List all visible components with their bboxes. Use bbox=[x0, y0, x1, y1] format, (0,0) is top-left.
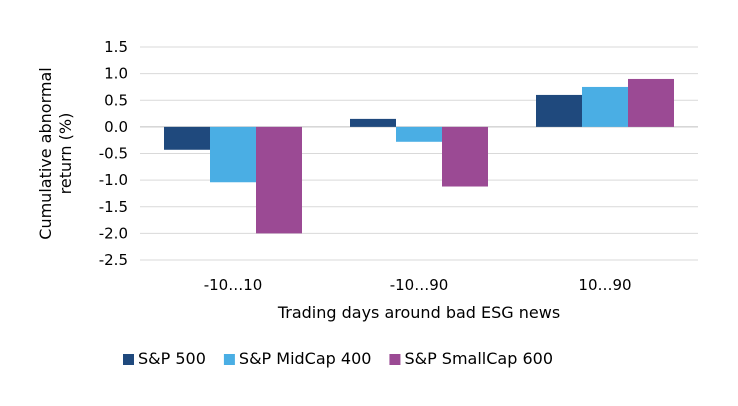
x-axis-title: Trading days around bad ESG news bbox=[277, 303, 560, 322]
legend-swatch bbox=[123, 354, 134, 365]
bar bbox=[628, 78, 674, 127]
y-tick-label: 1.0 bbox=[104, 65, 128, 83]
legend-item: S&P SmallCap 600 bbox=[389, 349, 553, 368]
legend-swatch bbox=[389, 354, 401, 365]
y-axis-title-line: return (%) bbox=[56, 113, 75, 195]
legend: S&P 500 S&P MidCap 400 S&P SmallCap 600 bbox=[123, 349, 553, 368]
bar bbox=[350, 118, 396, 127]
legend-item: S&P 500 bbox=[123, 349, 206, 368]
x-category-label: 10…90 bbox=[578, 276, 631, 294]
y-tick-label: -1.5 bbox=[99, 198, 128, 216]
bar bbox=[442, 126, 488, 187]
x-axis-category-labels: -10…10 -10…90 10…90 bbox=[204, 276, 632, 294]
bar bbox=[396, 126, 442, 142]
x-category-label: -10…10 bbox=[204, 276, 263, 294]
bar bbox=[582, 86, 628, 127]
legend-label: S&P MidCap 400 bbox=[239, 349, 372, 368]
y-axis-title-line: Cumulative abnormal bbox=[36, 67, 55, 239]
y-axis-title: Cumulative abnormalreturn (%) bbox=[36, 67, 75, 239]
y-tick-label: 0.0 bbox=[104, 118, 128, 136]
y-tick-label: -1.0 bbox=[99, 171, 128, 189]
y-tick-label: -2.5 bbox=[99, 251, 128, 269]
legend-label: S&P SmallCap 600 bbox=[404, 349, 553, 368]
y-tick-label: 0.5 bbox=[104, 91, 128, 109]
legend-item: S&P MidCap 400 bbox=[223, 349, 372, 368]
bar bbox=[210, 126, 256, 183]
x-category-label: -10…90 bbox=[390, 276, 449, 294]
bar bbox=[536, 94, 582, 127]
bar bbox=[256, 126, 302, 234]
y-tick-label: -0.5 bbox=[99, 145, 128, 163]
y-tick-label: 1.5 bbox=[104, 38, 128, 56]
legend-swatch bbox=[223, 354, 235, 365]
bar bbox=[164, 126, 210, 150]
bars bbox=[164, 78, 674, 234]
legend-label: S&P 500 bbox=[138, 349, 206, 368]
y-axis-tick-labels: 1.5 1.0 0.5 0.0 -0.5 -1.0 -1.5 -2.0 -2.5 bbox=[99, 38, 128, 269]
y-tick-label: -2.0 bbox=[99, 224, 128, 242]
